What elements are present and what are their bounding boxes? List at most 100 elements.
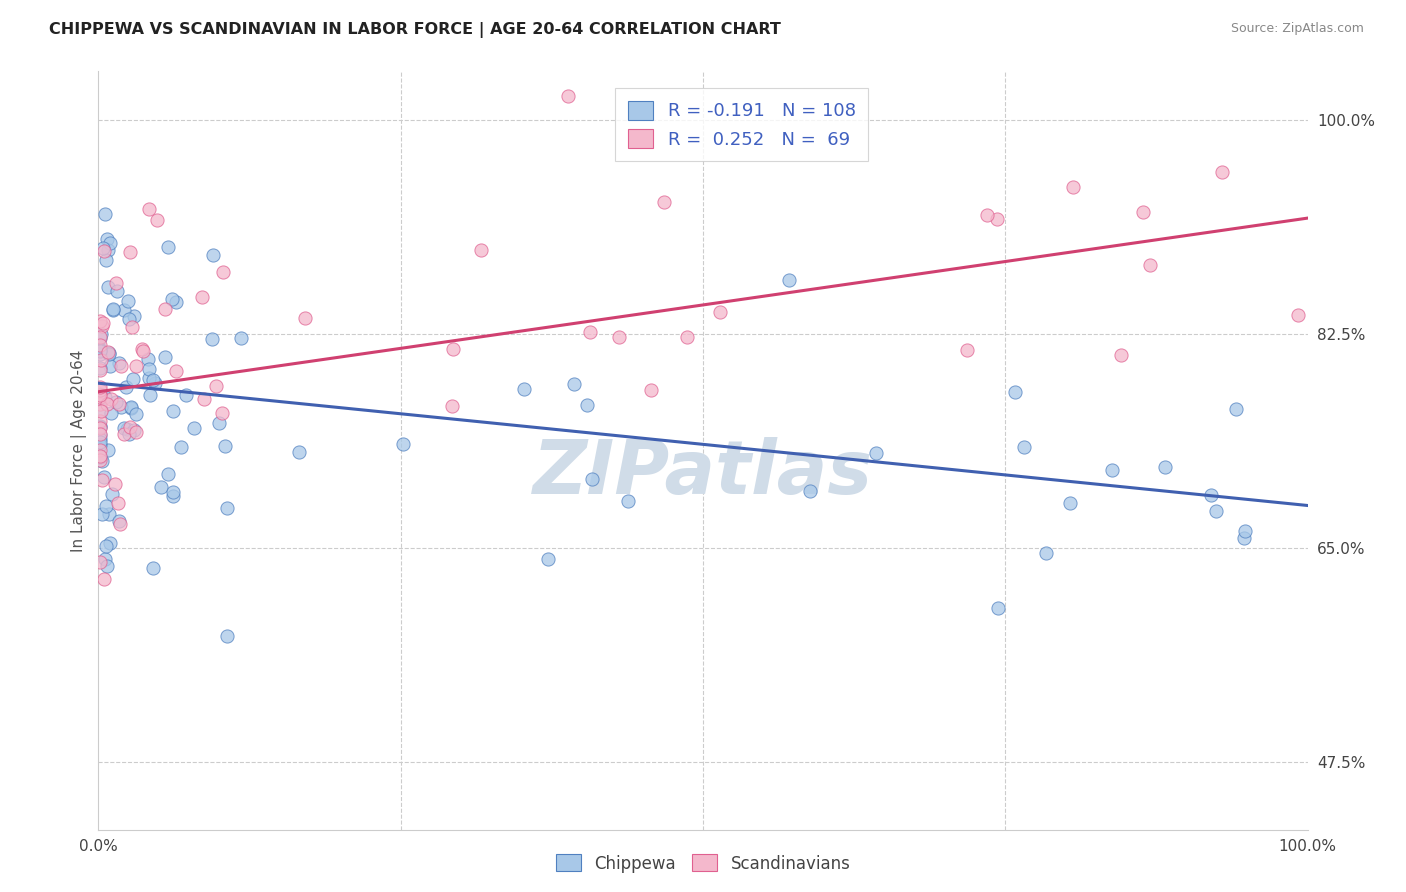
Point <box>110 400 132 414</box>
Point <box>986 211 1008 226</box>
Point <box>117 293 139 308</box>
Point <box>392 437 415 451</box>
Point <box>101 303 124 318</box>
Point <box>91 453 114 467</box>
Point <box>1199 488 1222 502</box>
Point <box>93 469 115 483</box>
Point <box>215 630 238 644</box>
Point <box>153 301 176 316</box>
Point <box>90 403 112 417</box>
Point <box>136 352 159 367</box>
Point <box>89 342 111 356</box>
Legend: R = -0.191   N = 108, R =  0.252   N =  69: R = -0.191 N = 108, R = 0.252 N = 69 <box>616 88 869 161</box>
Point <box>89 387 111 401</box>
Point <box>97 243 120 257</box>
Point <box>1286 308 1309 322</box>
Point <box>89 428 111 442</box>
Point <box>108 397 131 411</box>
Point <box>174 388 197 402</box>
Point <box>90 326 112 341</box>
Point <box>96 232 118 246</box>
Point <box>89 426 111 441</box>
Point <box>90 353 112 368</box>
Point <box>202 248 225 262</box>
Point <box>1111 348 1133 362</box>
Point <box>118 311 141 326</box>
Point <box>89 414 111 428</box>
Point <box>104 477 127 491</box>
Point <box>607 330 630 344</box>
Point <box>98 535 121 549</box>
Point <box>89 420 111 434</box>
Point <box>100 392 122 406</box>
Point <box>139 388 162 402</box>
Point <box>575 399 598 413</box>
Point <box>89 363 111 377</box>
Point <box>91 318 114 333</box>
Point <box>229 331 252 345</box>
Text: CHIPPEWA VS SCANDINAVIAN IN LABOR FORCE | AGE 20-64 CORRELATION CHART: CHIPPEWA VS SCANDINAVIAN IN LABOR FORCE … <box>49 22 782 38</box>
Point <box>93 241 115 255</box>
Point <box>103 302 125 317</box>
Point <box>441 399 464 413</box>
Point <box>138 202 160 216</box>
Point <box>1139 259 1161 273</box>
Point <box>652 195 675 210</box>
Point <box>110 517 132 532</box>
Point <box>557 88 579 103</box>
Point <box>107 284 129 298</box>
Point <box>191 290 214 304</box>
Point <box>89 343 111 358</box>
Point <box>153 350 176 364</box>
Point <box>160 292 183 306</box>
Point <box>89 331 111 345</box>
Point <box>976 208 998 222</box>
Point <box>118 420 141 434</box>
Point <box>201 332 224 346</box>
Point <box>94 252 117 267</box>
Point <box>193 392 215 406</box>
Point <box>89 343 111 358</box>
Point <box>1035 545 1057 559</box>
Point <box>115 422 138 436</box>
Point <box>100 406 122 420</box>
Point <box>120 245 142 260</box>
Point <box>987 601 1010 615</box>
Point <box>90 403 112 417</box>
Point <box>89 388 111 402</box>
Point <box>112 421 135 435</box>
Point <box>94 207 117 221</box>
Point <box>100 359 122 374</box>
Point <box>676 330 699 344</box>
Point <box>1059 496 1081 510</box>
Point <box>211 406 233 420</box>
Point <box>120 401 142 415</box>
Point <box>142 373 165 387</box>
Point <box>104 395 127 409</box>
Point <box>112 427 135 442</box>
Point <box>294 310 316 325</box>
Point <box>120 401 142 415</box>
Point <box>93 572 115 586</box>
Point <box>617 494 640 508</box>
Point <box>90 507 112 521</box>
Point <box>157 467 180 481</box>
Point <box>146 212 169 227</box>
Point <box>101 487 124 501</box>
Point <box>89 330 111 344</box>
Point <box>89 346 111 360</box>
Point <box>778 273 800 287</box>
Point <box>162 489 184 503</box>
Point <box>142 561 165 575</box>
Y-axis label: In Labor Force | Age 20-64: In Labor Force | Age 20-64 <box>72 350 87 551</box>
Legend: Chippewa, Scandinavians: Chippewa, Scandinavians <box>548 847 858 880</box>
Point <box>89 555 111 569</box>
Point <box>1101 463 1123 477</box>
Point <box>799 484 821 499</box>
Point <box>211 264 233 278</box>
Point <box>162 485 184 500</box>
Point <box>1154 460 1177 475</box>
Point <box>110 359 132 373</box>
Point <box>93 244 115 258</box>
Point <box>125 359 148 373</box>
